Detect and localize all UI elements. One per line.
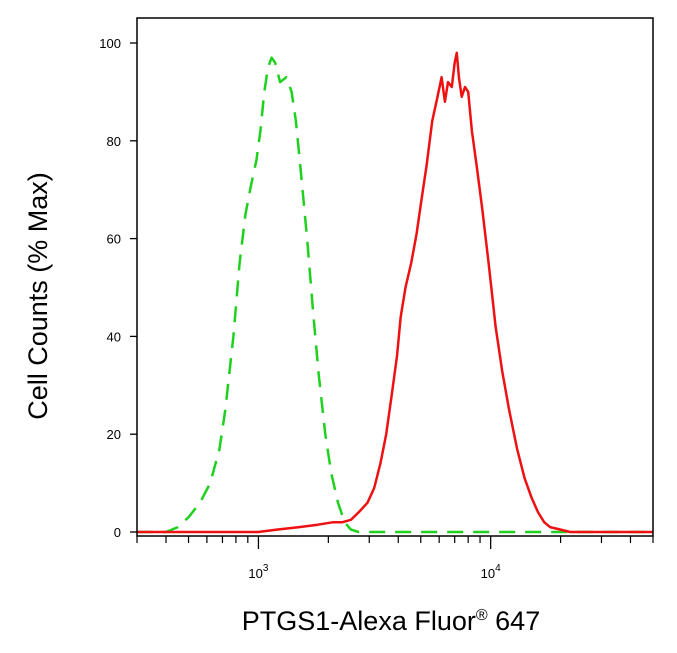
y-tick-label: 60: [107, 232, 121, 247]
series-line-red-solid: [137, 51, 653, 534]
x-tick-label: 104: [481, 563, 501, 581]
x-tick-label: 103: [248, 563, 268, 581]
plot-series: [137, 51, 653, 534]
x-axis-title: PTGS1-Alexa Fluor® 647: [242, 606, 540, 636]
x-axis-title-registered-mark: ®: [476, 607, 488, 624]
series-line-green-dashed: [137, 56, 653, 534]
x-axis-title-tail: 647: [488, 606, 541, 636]
y-axis-title: Cell Counts (% Max): [23, 172, 53, 420]
plot-frame: [136, 17, 654, 537]
y-tick-label: 20: [107, 427, 121, 442]
y-tick-label: 80: [107, 134, 121, 149]
x-axis-ticks: 103 104: [136, 536, 654, 581]
y-axis-ticks: 0 20 40 60 80 100: [99, 36, 137, 540]
y-tick-label: 40: [107, 329, 121, 344]
y-tick-label: 100: [99, 36, 121, 51]
y-tick-label: 0: [114, 525, 121, 540]
x-axis-title-main: PTGS1-Alexa Fluor: [242, 606, 476, 636]
